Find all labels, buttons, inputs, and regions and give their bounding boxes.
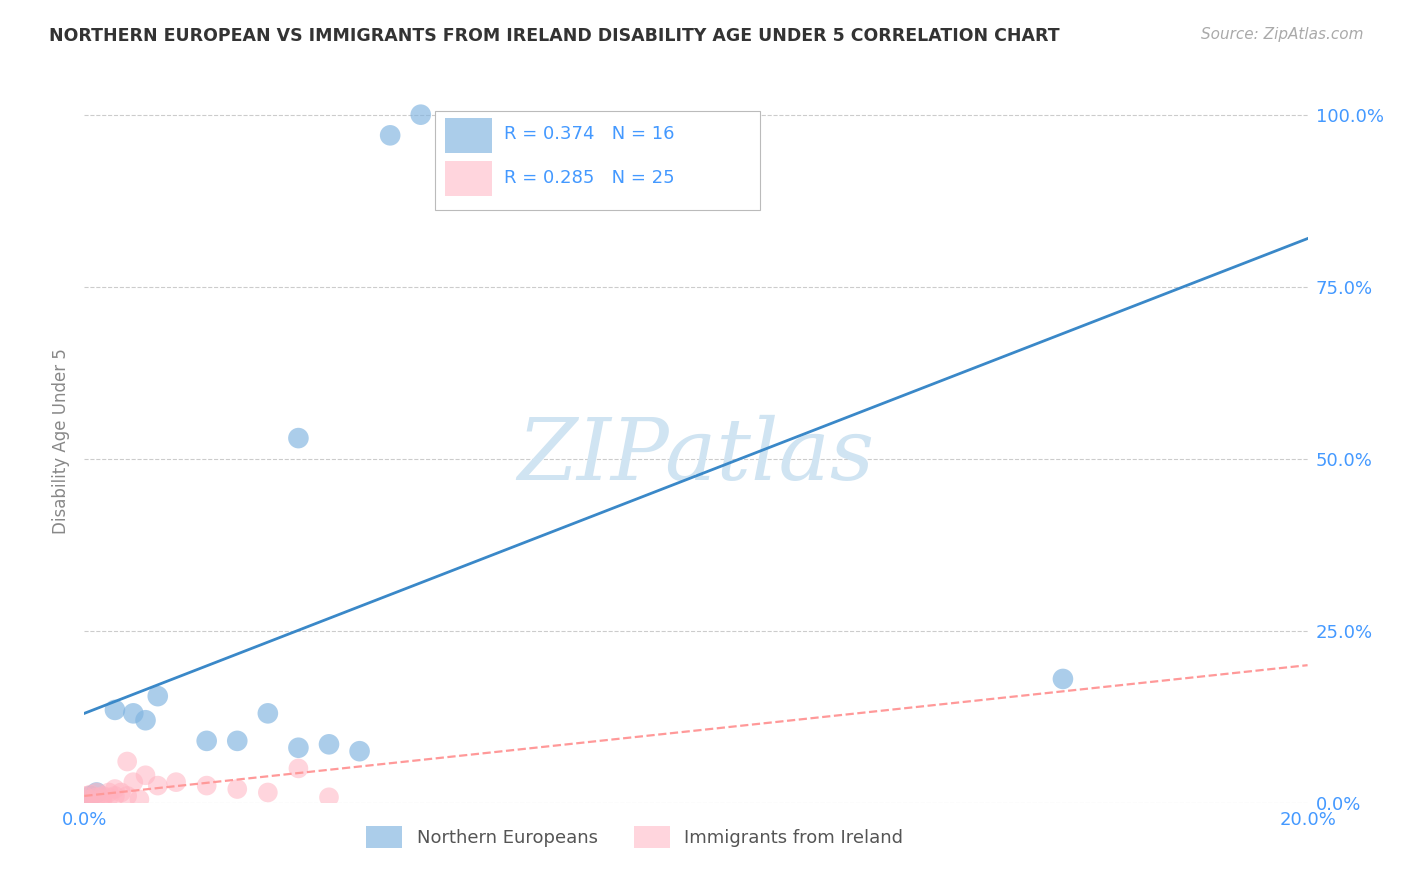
Point xyxy=(86,785,108,799)
Y-axis label: Disability Age Under 5: Disability Age Under 5 xyxy=(52,349,70,534)
Text: ZIPatlas: ZIPatlas xyxy=(517,415,875,498)
Point xyxy=(73,789,96,803)
Text: R = 0.374   N = 16: R = 0.374 N = 16 xyxy=(503,126,675,144)
Point xyxy=(122,775,145,789)
Point xyxy=(195,734,218,748)
Point xyxy=(226,734,249,748)
FancyBboxPatch shape xyxy=(446,118,492,153)
Point xyxy=(287,431,309,445)
FancyBboxPatch shape xyxy=(446,161,492,196)
Point xyxy=(86,790,108,805)
Point xyxy=(79,788,101,802)
Point xyxy=(104,703,127,717)
Legend: Northern Europeans, Immigrants from Ireland: Northern Europeans, Immigrants from Irel… xyxy=(359,819,911,855)
Point xyxy=(146,779,169,793)
Point xyxy=(195,779,218,793)
Point xyxy=(73,792,96,806)
FancyBboxPatch shape xyxy=(436,111,759,211)
Point xyxy=(165,775,187,789)
Point xyxy=(135,768,157,782)
Point xyxy=(409,108,432,122)
Point xyxy=(110,785,132,799)
Point xyxy=(79,792,101,806)
Point xyxy=(380,128,402,143)
Point xyxy=(1052,672,1074,686)
Point xyxy=(115,755,138,769)
Point xyxy=(318,790,340,805)
Point xyxy=(146,689,169,703)
Point xyxy=(349,744,371,758)
Point xyxy=(287,740,309,755)
Point xyxy=(226,782,249,797)
Point xyxy=(104,789,127,803)
Point xyxy=(91,792,114,806)
Point xyxy=(104,782,127,797)
Point xyxy=(318,737,340,751)
Point xyxy=(257,706,280,721)
Text: Source: ZipAtlas.com: Source: ZipAtlas.com xyxy=(1201,27,1364,42)
Point xyxy=(86,785,108,799)
Text: R = 0.285   N = 25: R = 0.285 N = 25 xyxy=(503,169,675,186)
Point xyxy=(135,713,157,727)
Point xyxy=(128,792,150,806)
Point xyxy=(115,789,138,803)
Point xyxy=(79,789,101,803)
Point xyxy=(97,790,120,805)
Point xyxy=(97,785,120,799)
Text: NORTHERN EUROPEAN VS IMMIGRANTS FROM IRELAND DISABILITY AGE UNDER 5 CORRELATION : NORTHERN EUROPEAN VS IMMIGRANTS FROM IRE… xyxy=(49,27,1060,45)
Point xyxy=(122,706,145,721)
Point xyxy=(287,761,309,775)
Point xyxy=(91,789,114,803)
Point xyxy=(257,785,280,799)
